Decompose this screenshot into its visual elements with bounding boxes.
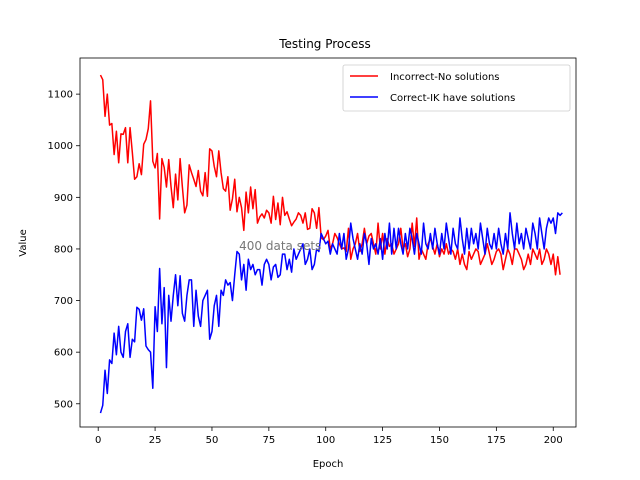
x-tick-label: 0 <box>95 435 101 446</box>
series-line-0 <box>99 74 561 276</box>
y-axis-label: Value <box>18 229 29 256</box>
x-axis-label: Epoch <box>313 459 344 470</box>
y-tick-label: 600 <box>54 348 73 359</box>
y-tick-label: 800 <box>54 244 73 255</box>
x-tick-label: 200 <box>544 435 563 446</box>
y-tick-label: 1000 <box>48 141 73 152</box>
x-tick-label: 75 <box>262 435 275 446</box>
x-tick-label: 50 <box>206 435 219 446</box>
y-tick-label: 900 <box>54 193 73 204</box>
x-tick-label: 25 <box>149 435 162 446</box>
legend: Incorrect-No solutions Correct-IK have s… <box>342 64 571 112</box>
x-tick-label: 125 <box>373 435 392 446</box>
chart-annotation: 400 data sets <box>239 239 321 253</box>
x-tick-label: 150 <box>430 435 449 446</box>
plot-frame <box>79 57 577 428</box>
x-tick-label: 175 <box>487 435 506 446</box>
y-tick-label: 1100 <box>48 90 73 101</box>
legend-box <box>342 64 571 112</box>
y-tick-label: 500 <box>54 399 73 410</box>
y-tick-label: 700 <box>54 296 73 307</box>
legend-label-correct: Correct-IK have solutions <box>390 93 515 104</box>
series-line-1 <box>99 212 563 414</box>
legend-label-incorrect: Incorrect-No solutions <box>390 72 500 83</box>
chart-title: Testing Process <box>278 37 371 51</box>
x-tick-label: 100 <box>316 435 335 446</box>
